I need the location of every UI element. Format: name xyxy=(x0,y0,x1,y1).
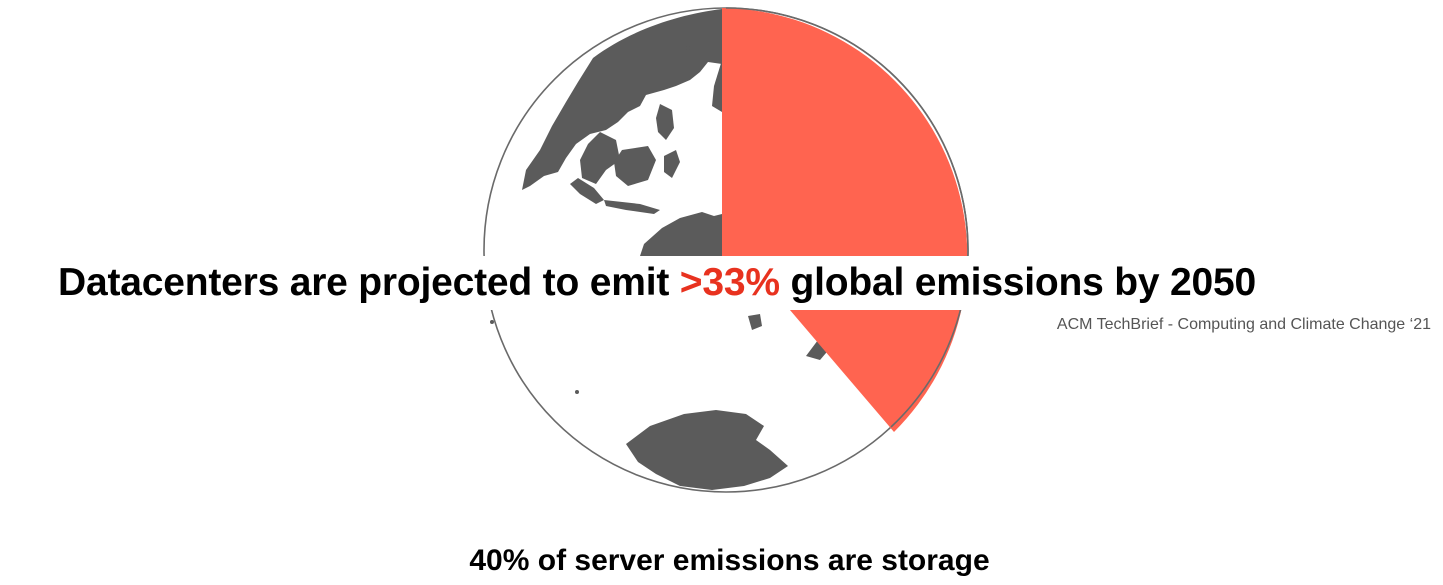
footer-stat: 40% of server emissions are storage xyxy=(469,544,990,577)
landmass-sulawesi xyxy=(664,150,680,178)
landmass-indochina xyxy=(580,132,620,184)
landmass-philippines xyxy=(656,104,674,140)
landmass-island xyxy=(686,46,690,50)
landmass-java xyxy=(604,200,660,214)
landmass-tasmania xyxy=(748,314,762,330)
landmass-borneo xyxy=(614,146,656,186)
landmass-antarctica xyxy=(626,410,788,490)
landmass-sumatra xyxy=(570,178,604,204)
headline-text-before: Datacenters are projected to emit xyxy=(58,261,680,304)
headline-highlight: >33% xyxy=(679,261,780,304)
landmass-island xyxy=(490,320,494,324)
globe-outline-arc xyxy=(725,7,969,428)
citation: ACM TechBrief - Computing and Climate Ch… xyxy=(1056,316,1431,333)
headline: Datacenters are projected to emit >33% g… xyxy=(56,256,1259,310)
headline-text-after: global emissions by 2050 xyxy=(779,261,1257,304)
landmass-island xyxy=(575,390,579,394)
emissions-wedge xyxy=(722,8,968,432)
landmass-asia xyxy=(522,9,748,190)
